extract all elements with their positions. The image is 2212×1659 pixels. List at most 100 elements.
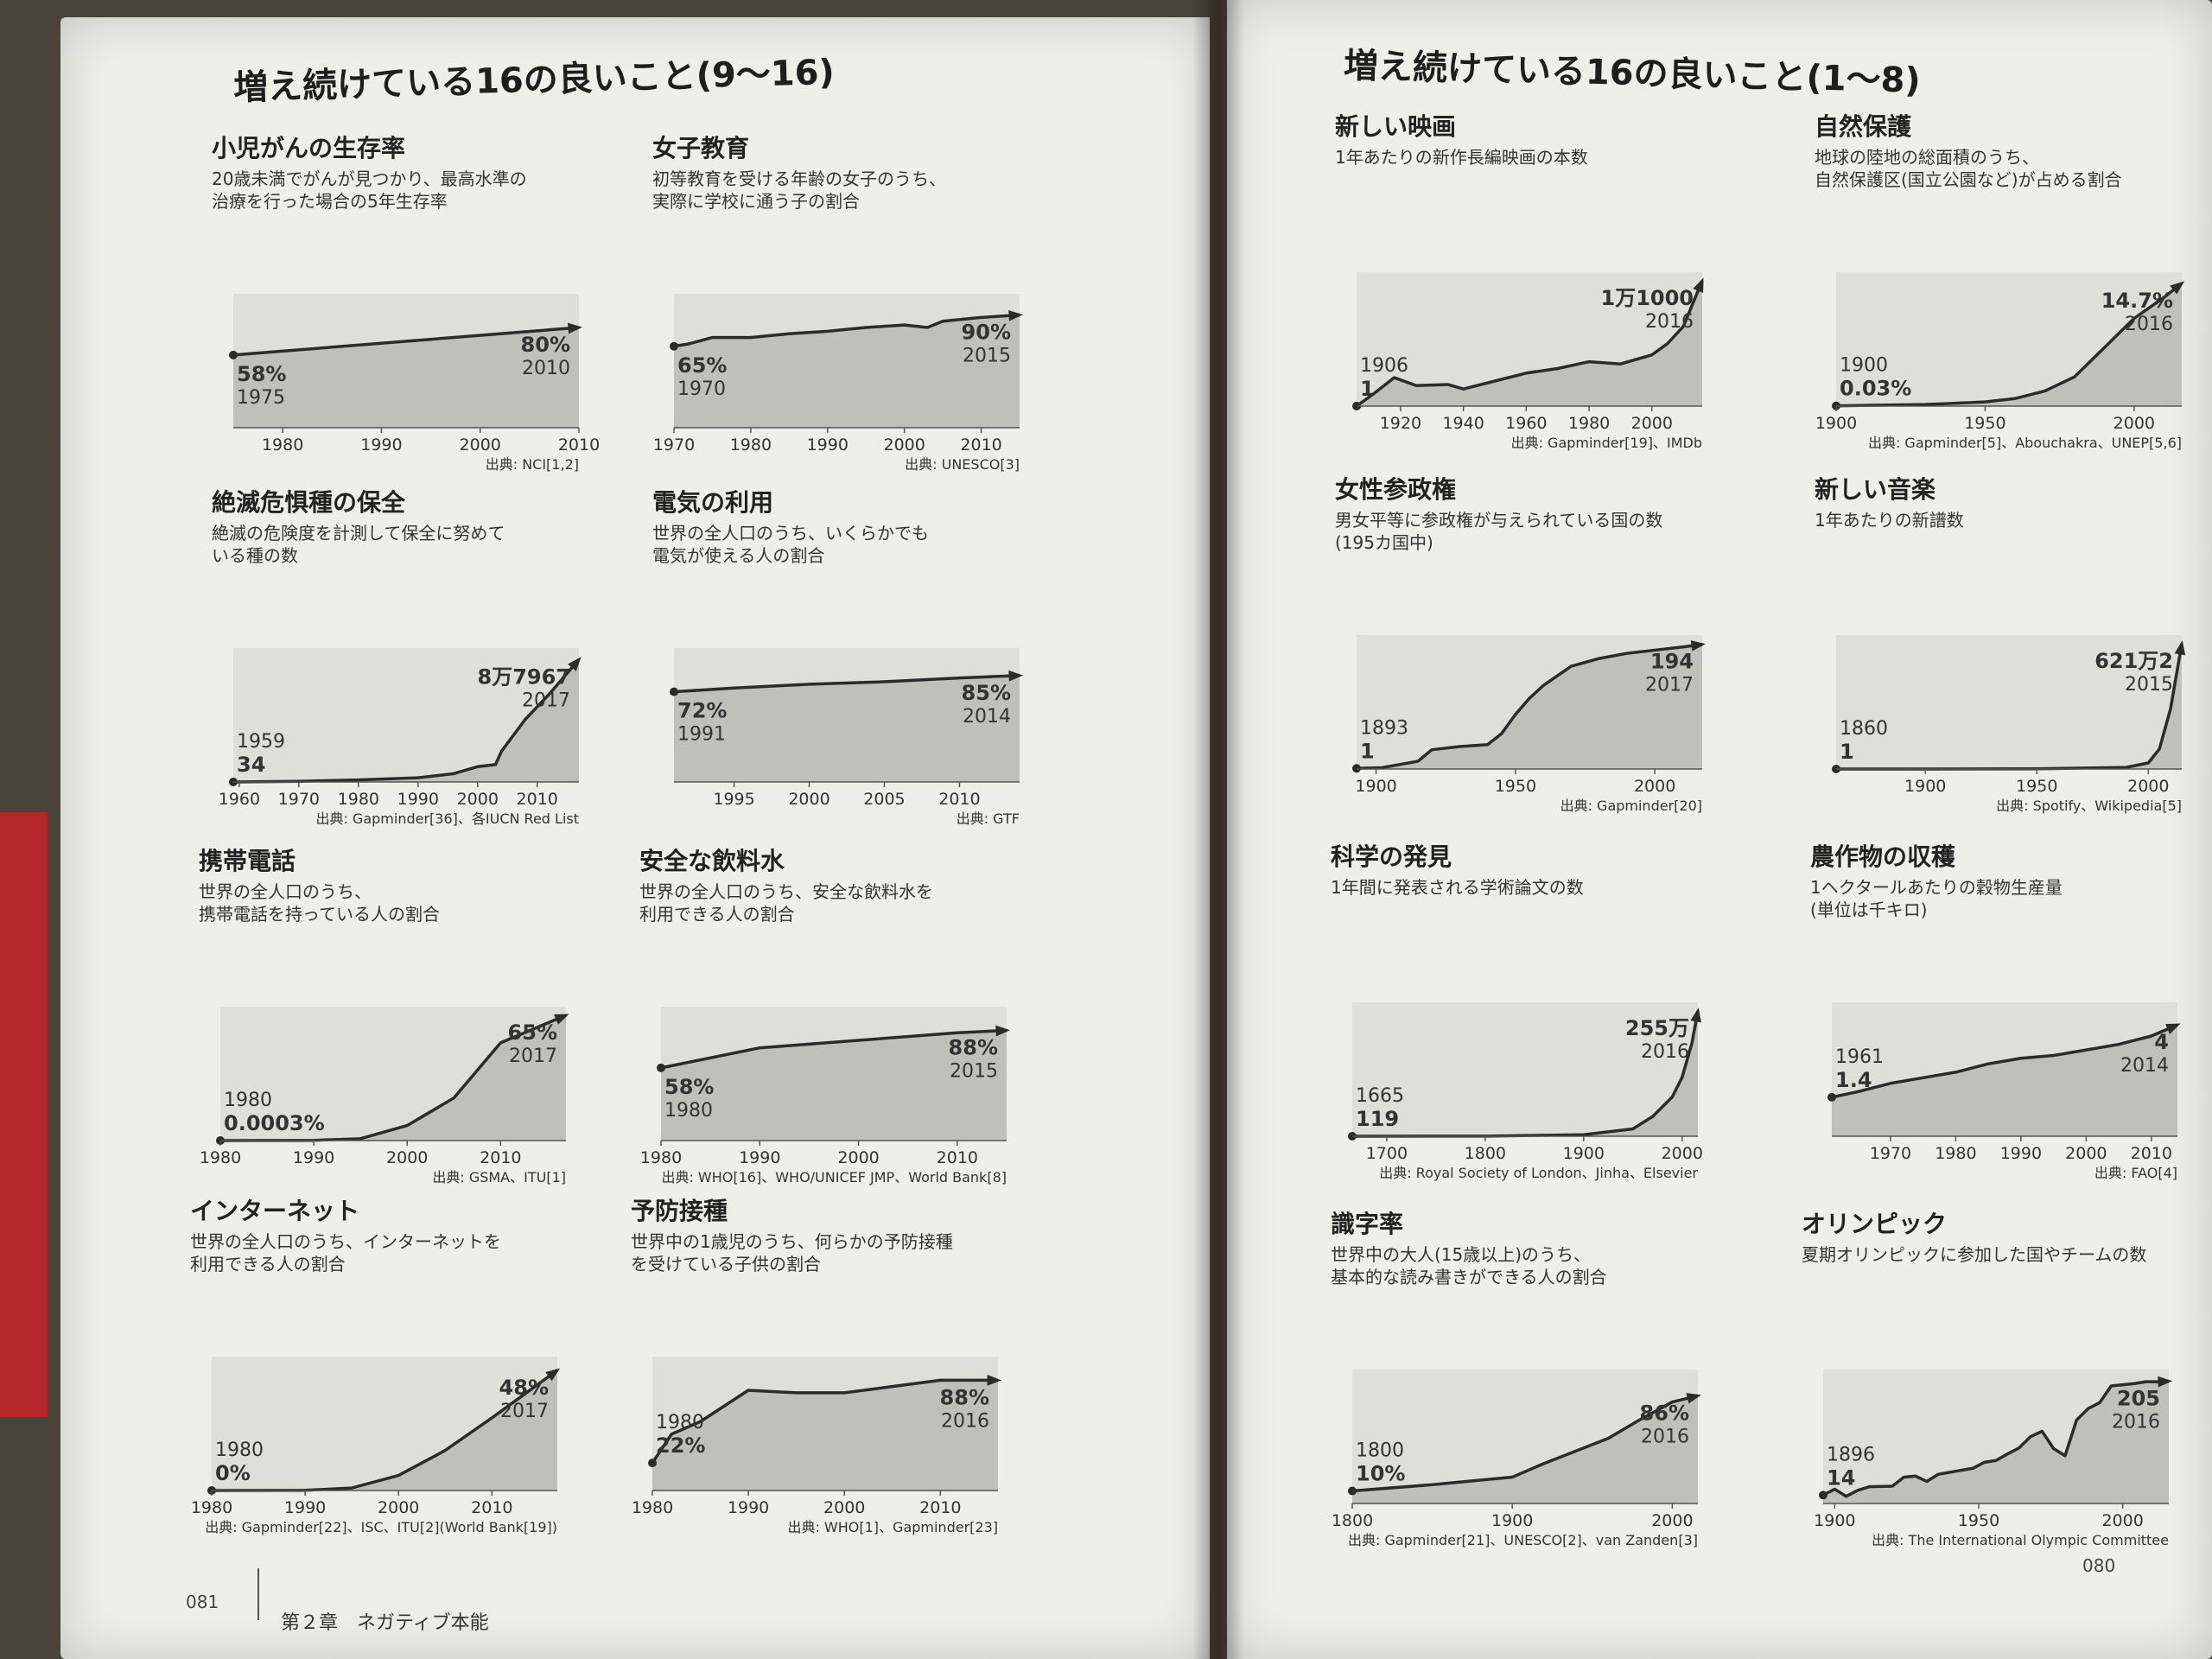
book-gutter bbox=[1192, 0, 1244, 1659]
end-year-label: 2016 bbox=[2112, 1411, 2160, 1433]
arrow-head bbox=[2174, 640, 2186, 656]
x-tick-label: 2000 bbox=[2127, 777, 2169, 796]
start-value-label: 65% bbox=[677, 353, 727, 378]
end-year-label: 2014 bbox=[2120, 1055, 2169, 1077]
source-label: 出典: Royal Society of London、Jinha、Elsevi… bbox=[1379, 1165, 1698, 1181]
x-tick-label: 2000 bbox=[2113, 414, 2155, 433]
end-value-label: 205 bbox=[2117, 1386, 2160, 1410]
chart-panel-c1: 新しい映画 1年あたりの新作長編映画の本数 1920 1940 1960 1980 2000… bbox=[1335, 108, 1741, 451]
series-area bbox=[1823, 1381, 2169, 1503]
start-value-label: 0.03% bbox=[1840, 377, 1911, 401]
x-tick-label: 1980 bbox=[640, 1148, 682, 1167]
end-year-label: 2016 bbox=[2125, 314, 2173, 335]
end-value-label: 255万 bbox=[1625, 1016, 1689, 1040]
x-tick-label: 2000 bbox=[378, 1498, 419, 1517]
end-value-label: 85% bbox=[962, 681, 1011, 705]
start-year-label: 1980 bbox=[656, 1412, 704, 1433]
end-year-label: 2017 bbox=[522, 690, 570, 711]
chart-panel-c8: オリンピック 夏期オリンピックに参加した国やチームの数 1900 1950 2000 14… bbox=[1802, 1205, 2208, 1548]
source-label: 出典: The International Olympic Committee bbox=[1872, 1532, 2169, 1548]
start-year-label: 1961 bbox=[1835, 1046, 1884, 1068]
arrow-head bbox=[1008, 309, 1023, 321]
arrow-head bbox=[1686, 1393, 1701, 1404]
x-tick-label: 2010 bbox=[480, 1148, 521, 1167]
end-year-label: 2017 bbox=[1645, 675, 1694, 696]
end-year-label: 2016 bbox=[941, 1410, 989, 1432]
x-tick-label: 1960 bbox=[219, 790, 260, 809]
arrow-head bbox=[1008, 670, 1023, 682]
start-point bbox=[670, 687, 678, 696]
source-label: 出典: GTF bbox=[957, 810, 1020, 827]
x-tick-label: 1970 bbox=[653, 435, 695, 454]
chart-title: 女性参政権 bbox=[1335, 475, 1457, 504]
x-tick-label: 1990 bbox=[284, 1498, 326, 1517]
x-tick-label: 2000 bbox=[837, 1148, 879, 1167]
chart-title: 小児がんの生存率 bbox=[212, 134, 406, 162]
start-value-label: 10% bbox=[1356, 1462, 1405, 1486]
start-value-label: 58% bbox=[237, 362, 286, 386]
series-area bbox=[212, 1370, 557, 1491]
arrow-head bbox=[2165, 1023, 2181, 1034]
chart-subtitle: 男女平等に参政権が与えられている国の数 (195カ国中) bbox=[1335, 510, 1663, 553]
x-tick-label: 2000 bbox=[2065, 1144, 2107, 1163]
source-label: 出典: WHO[1]、Gapminder[23] bbox=[787, 1519, 998, 1535]
chart-subtitle: 1年あたりの新作長編映画の本数 bbox=[1335, 147, 1588, 168]
x-tick-label: 1950 bbox=[1958, 1511, 1999, 1530]
source-label: 出典: Gapminder[22]、ISC、ITU[2](World Bank[… bbox=[205, 1519, 557, 1535]
x-tick-label: 1950 bbox=[2016, 777, 2057, 796]
x-tick-label: 2005 bbox=[863, 790, 905, 809]
red-cover-edge bbox=[0, 812, 48, 1417]
end-year-label: 2014 bbox=[963, 706, 1011, 728]
x-tick-label: 1990 bbox=[293, 1148, 334, 1167]
x-tick-label: 1920 bbox=[1380, 414, 1421, 433]
series-line bbox=[1356, 643, 1703, 771]
start-value-label: 22% bbox=[656, 1433, 705, 1458]
chart-panel-c13: 携帯電話 世界の全人口のうち、 携帯電話を持っている人の割合 1980 1990 200… bbox=[199, 842, 605, 1185]
x-tick-label: 1900 bbox=[1814, 1511, 1855, 1530]
chart-subtitle: 1年あたりの新譜数 bbox=[1815, 510, 1964, 531]
start-year-label: 1896 bbox=[1827, 1444, 1875, 1465]
left-page-number: 081 bbox=[186, 1592, 219, 1612]
end-value-label: 621万2 bbox=[2094, 649, 2173, 673]
end-year-label: 2017 bbox=[509, 1046, 557, 1067]
x-tick-label: 2000 bbox=[1634, 777, 1675, 796]
x-tick-label: 1950 bbox=[1964, 414, 2005, 433]
arrow-head bbox=[554, 1014, 569, 1025]
x-tick-label: 2000 bbox=[2101, 1511, 2143, 1530]
x-tick-label: 1700 bbox=[1366, 1144, 1408, 1163]
chart-subtitle: 1ヘクタールあたりの穀物生産量 (単位は千キロ) bbox=[1810, 877, 2063, 920]
x-tick-label: 1980 bbox=[1935, 1144, 1976, 1163]
start-value-label: 0.0003% bbox=[224, 1111, 325, 1135]
series-area bbox=[233, 327, 579, 428]
series-area bbox=[1352, 1395, 1698, 1503]
x-tick-label: 1980 bbox=[1568, 414, 1610, 433]
chart-title: 安全な飲料水 bbox=[639, 847, 785, 875]
start-year-label: 1959 bbox=[237, 731, 285, 753]
start-year-label: 1800 bbox=[1356, 1440, 1404, 1462]
start-point bbox=[1827, 1092, 1836, 1102]
chart-title: インターネット bbox=[190, 1197, 360, 1225]
start-year-label: 1665 bbox=[1356, 1085, 1404, 1107]
source-label: 出典: FAO[4] bbox=[2094, 1165, 2177, 1181]
chart-title: 科学の発見 bbox=[1331, 842, 1452, 871]
x-tick-label: 1950 bbox=[1495, 777, 1536, 796]
chart-panel-c9: 小児がんの生存率 20歳未満でがんが見つかり、最高水準の 治療を行った場合の5年生… bbox=[212, 130, 618, 473]
source-label: 出典: Gapminder[5]、Abouchakra、UNEP[5,6] bbox=[1868, 435, 2182, 451]
arrow-head bbox=[995, 1025, 1010, 1037]
series-area bbox=[1357, 644, 1702, 769]
start-point bbox=[1348, 1486, 1357, 1496]
start-year-label: 1970 bbox=[677, 378, 726, 400]
end-value-label: 14.7% bbox=[2101, 289, 2173, 313]
chart-title: 新しい映画 bbox=[1335, 112, 1457, 141]
x-tick-label: 2010 bbox=[938, 790, 980, 809]
